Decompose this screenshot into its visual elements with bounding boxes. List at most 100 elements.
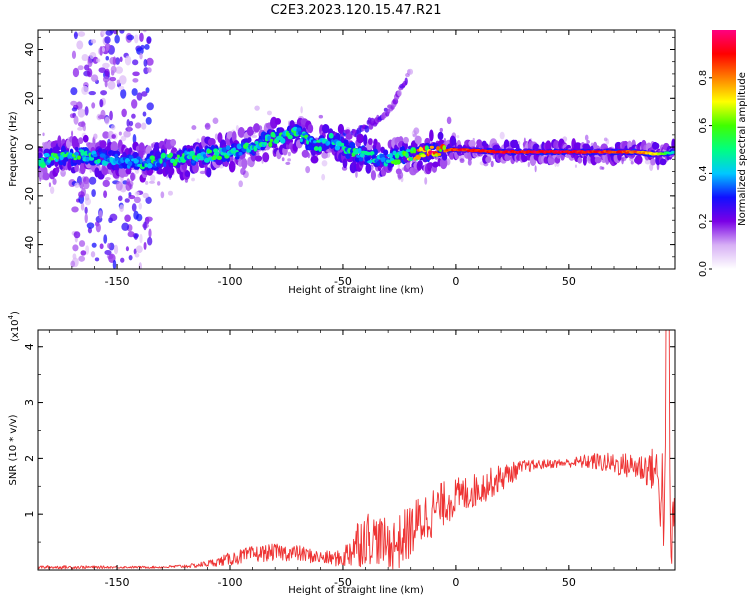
heatmap-cell xyxy=(395,168,402,175)
heatmap-cell xyxy=(254,140,259,145)
heatmap-cell xyxy=(92,153,98,158)
heatmap-cell xyxy=(499,131,505,140)
heatmap-cell xyxy=(255,152,260,156)
heatmap-cell xyxy=(437,131,444,141)
heatmap-cell xyxy=(82,124,86,132)
heatmap-cell xyxy=(146,67,152,73)
snr-x-tick-label: -150 xyxy=(105,576,130,589)
spectrogram-panel: -150 -100 -50 0 50 -40 -20 0 20 40 Height of stra… xyxy=(8,29,676,296)
heatmap-cell xyxy=(345,129,351,135)
heatmap-cell xyxy=(131,203,137,212)
heatmap-cell xyxy=(84,106,89,116)
heatmap-cell xyxy=(594,156,602,164)
heatmap-cell xyxy=(135,245,143,254)
heatmap-cell xyxy=(94,257,100,262)
heatmap-cell xyxy=(83,181,90,190)
heatmap-cell xyxy=(318,146,322,152)
heatmap-cell xyxy=(124,198,130,203)
heatmap-cell xyxy=(359,152,365,158)
heatmap-cell xyxy=(170,139,177,147)
heatmap-cell xyxy=(159,158,163,164)
heatmap-cell xyxy=(102,179,110,188)
heatmap-cell xyxy=(582,155,587,166)
heatmap-cell xyxy=(321,123,330,134)
heatmap-cell xyxy=(232,147,236,152)
heatmap-cell xyxy=(99,140,107,149)
heatmap-cell xyxy=(163,162,167,168)
heatmap-cell xyxy=(145,87,150,94)
snr-x-tick-label: -100 xyxy=(218,576,243,589)
heatmap-cell xyxy=(586,140,590,144)
snr-y-tick-label: 1 xyxy=(23,511,36,518)
heatmap-cell xyxy=(136,156,141,160)
heatmap-cell xyxy=(132,59,139,66)
heatmap-cell xyxy=(148,228,152,238)
heatmap-cell xyxy=(105,43,110,52)
heatmap-cell xyxy=(119,56,123,63)
heatmap-cell xyxy=(71,137,80,150)
heatmap-cell xyxy=(102,160,108,166)
heatmap-cell xyxy=(266,110,272,116)
heatmap-cell xyxy=(104,250,112,256)
heatmap-cell xyxy=(436,146,441,151)
heatmap-cell xyxy=(429,145,435,149)
heatmap-cell xyxy=(157,181,161,186)
heatmap-cell xyxy=(121,108,127,118)
heatmap-cell xyxy=(80,150,85,157)
heatmap-cell xyxy=(73,115,79,125)
heatmap-cell xyxy=(654,142,660,150)
heatmap-cell xyxy=(77,31,86,37)
heatmap-cell xyxy=(363,134,368,147)
heatmap-cell xyxy=(134,122,142,129)
heatmap-cell xyxy=(48,182,52,188)
heatmap-cell xyxy=(272,142,278,148)
heatmap-cell xyxy=(49,159,55,166)
heatmap-cell xyxy=(573,142,582,150)
heatmap-cell xyxy=(78,240,86,247)
heatmap-cell xyxy=(141,122,147,130)
spectrogram-x-tick-label: -100 xyxy=(218,275,243,288)
heatmap-cell xyxy=(376,160,381,167)
heatmap-cell xyxy=(123,130,131,138)
heatmap-cell xyxy=(184,150,188,157)
heatmap-cell xyxy=(659,158,667,166)
snr-x-tick-label: 50 xyxy=(562,576,576,589)
heatmap-cell xyxy=(85,156,90,162)
snr-y-tick-label: 4 xyxy=(23,343,36,350)
heatmap-cell xyxy=(120,257,125,263)
heatmap-cell xyxy=(191,160,195,164)
colorbar-ticks: 0.0 0.2 0.4 0.6 0.8 xyxy=(698,70,712,277)
heatmap-cell xyxy=(485,156,492,163)
heatmap-cell xyxy=(133,210,139,220)
heatmap-cell xyxy=(206,149,213,154)
heatmap-cell xyxy=(90,38,97,44)
heatmap-cell xyxy=(318,114,324,119)
heatmap-cell xyxy=(101,47,106,53)
heatmap-cell xyxy=(630,161,634,165)
colorbar-tick-label: 0.6 xyxy=(698,118,709,134)
heatmap-cell xyxy=(72,67,80,78)
heatmap-cell xyxy=(132,71,140,77)
heatmap-cell xyxy=(147,236,153,246)
heatmap-cell xyxy=(138,142,145,152)
heatmap-cell xyxy=(269,138,274,142)
heatmap-cell xyxy=(127,125,132,132)
heatmap-cell xyxy=(365,151,372,156)
heatmap-cell xyxy=(671,151,675,154)
heatmap-cell xyxy=(119,30,125,34)
snr-y-axis-label: SNR (10 * v/v) xyxy=(8,414,19,485)
heatmap-cell xyxy=(644,159,651,165)
heatmap-cell xyxy=(459,158,465,164)
colorbar-tick-label: 0.4 xyxy=(698,165,709,181)
heatmap-cell xyxy=(88,91,96,96)
heatmap-cell xyxy=(321,173,326,181)
heatmap-cell xyxy=(148,180,155,184)
heatmap-cell xyxy=(405,149,411,153)
heatmap-cell xyxy=(146,37,152,45)
heatmap-cell xyxy=(405,152,409,159)
spectrogram-y-tick-label: 0 xyxy=(23,144,36,151)
heatmap-cell xyxy=(145,180,149,185)
spectrogram-frame xyxy=(37,29,676,270)
heatmap-cell xyxy=(153,142,160,151)
